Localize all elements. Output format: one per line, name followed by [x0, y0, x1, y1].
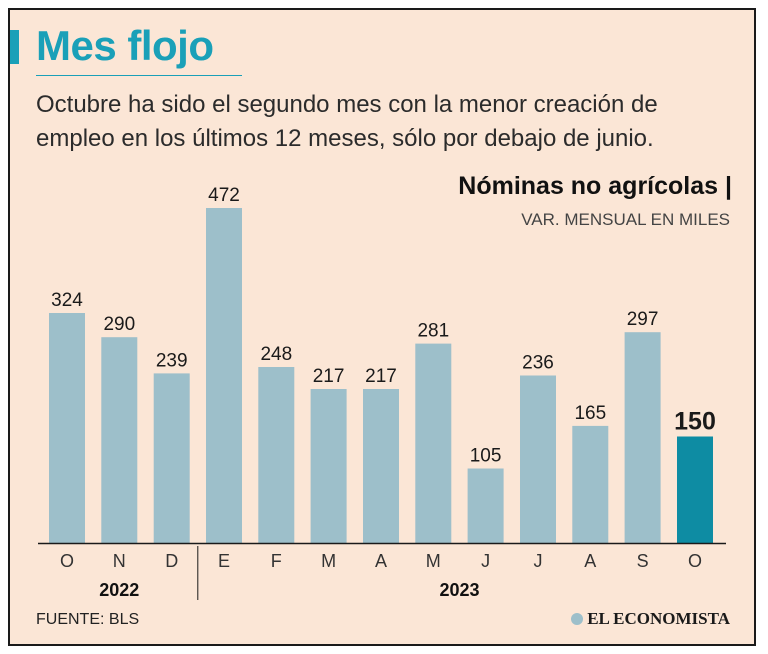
- bar: [101, 337, 138, 543]
- data-label: 248: [260, 344, 292, 365]
- x-tick-label: E: [218, 551, 230, 571]
- brand-name: EL ECONOMISTA: [587, 609, 730, 628]
- x-tick-label: M: [321, 551, 336, 571]
- bar: [572, 425, 609, 543]
- page-title: Mes flojo: [36, 22, 214, 69]
- data-label: 290: [103, 314, 135, 335]
- x-tick-label: A: [584, 551, 596, 571]
- year-label: 2023: [439, 580, 479, 600]
- x-tick-label: O: [688, 551, 702, 571]
- x-tick-label: D: [165, 551, 178, 571]
- x-tick-label: F: [271, 551, 282, 571]
- title-accent-bar: [10, 30, 19, 64]
- bar: [258, 367, 295, 543]
- chart-units-label: VAR. MENSUAL EN MILES: [521, 210, 730, 229]
- x-tick-label: M: [426, 551, 441, 571]
- x-tick-label: O: [60, 551, 74, 571]
- year-label: 2022: [99, 580, 139, 600]
- bar: [310, 389, 347, 543]
- x-tick-label: A: [375, 551, 387, 571]
- data-label: 281: [417, 321, 449, 342]
- data-label: 239: [156, 350, 188, 371]
- data-label: 472: [208, 185, 240, 206]
- bar: [520, 375, 556, 543]
- data-label: 236: [522, 353, 554, 374]
- data-label: 217: [365, 366, 397, 387]
- bar: [677, 436, 713, 543]
- bar: [624, 332, 661, 543]
- x-tick-label: S: [637, 551, 649, 571]
- bar: [467, 468, 504, 543]
- x-tick-label: J: [481, 551, 490, 571]
- x-tick-label: N: [113, 551, 126, 571]
- data-label: 297: [627, 309, 659, 330]
- data-label: 324: [51, 290, 83, 311]
- x-tick-label: J: [534, 551, 543, 571]
- title-underline: [36, 75, 242, 76]
- brand-logo: EL ECONOMISTA: [571, 609, 730, 629]
- bar: [49, 313, 85, 543]
- bar: [415, 343, 452, 543]
- chart-title: Nóminas no agrícolas |: [458, 172, 732, 200]
- subtitle: Octubre ha sido el segundo mes con la me…: [36, 91, 658, 152]
- bar: [363, 389, 399, 543]
- data-label: 105: [470, 446, 502, 467]
- brand-icon: [571, 613, 584, 625]
- data-label: 165: [574, 403, 606, 424]
- data-label: 217: [313, 366, 345, 387]
- bar: [206, 208, 242, 543]
- source-label: FUENTE: BLS: [36, 611, 140, 628]
- data-label: 150: [674, 408, 716, 436]
- bar: [153, 373, 190, 543]
